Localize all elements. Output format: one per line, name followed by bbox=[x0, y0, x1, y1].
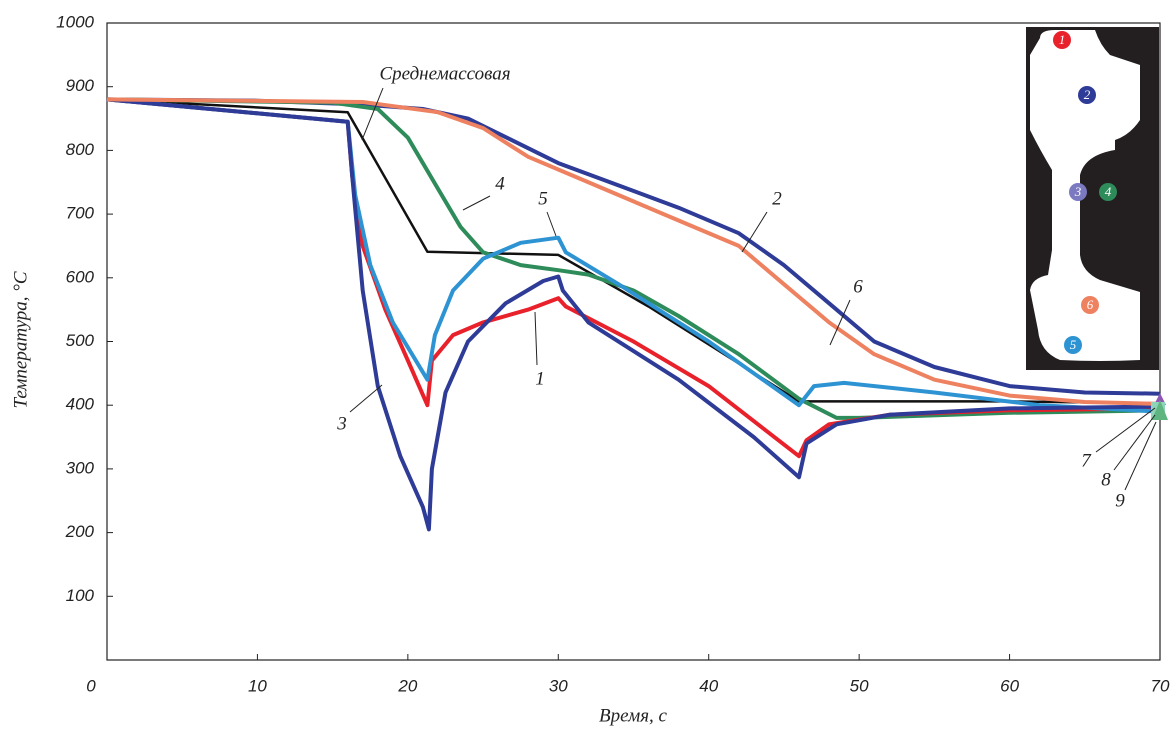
x-axis-label: Время, с bbox=[599, 705, 668, 726]
inset-dot bbox=[1064, 336, 1082, 354]
inset-dot-label: 6 bbox=[1087, 297, 1094, 312]
series-line bbox=[106, 97, 1161, 406]
label-leader bbox=[349, 384, 383, 413]
y-axis-label: Температура, °C bbox=[10, 271, 31, 408]
series-line bbox=[106, 97, 1161, 532]
x-tick-label: 0 bbox=[86, 676, 96, 695]
y-tick-label: 700 bbox=[66, 204, 95, 223]
curve-label: 5 bbox=[538, 188, 548, 209]
label-leader bbox=[546, 211, 557, 237]
curve-label: 2 bbox=[772, 188, 782, 209]
series-line bbox=[106, 97, 1161, 420]
label-leader bbox=[1124, 421, 1157, 491]
inset-dot bbox=[1081, 296, 1099, 314]
inset-dot bbox=[1069, 183, 1087, 201]
inset-dot-label: 4 bbox=[1105, 184, 1112, 199]
label-leader bbox=[829, 299, 851, 346]
rail-profile bbox=[1030, 30, 1140, 361]
y-tick-label: 500 bbox=[66, 331, 95, 350]
curve-label: 3 bbox=[336, 413, 347, 434]
label-leader bbox=[534, 311, 538, 366]
y-tick-label: 100 bbox=[66, 586, 95, 605]
x-tick-label: 10 bbox=[248, 676, 267, 695]
x-tick-label: 40 bbox=[699, 676, 718, 695]
x-tick-label: 60 bbox=[1000, 676, 1019, 695]
annotation: 9 bbox=[1115, 490, 1125, 511]
curve-label: 6 bbox=[853, 276, 863, 297]
inset-dot bbox=[1099, 183, 1117, 201]
y-tick-label: 300 bbox=[66, 458, 95, 477]
y-tick-label: 1000 bbox=[56, 12, 94, 31]
inset-dot bbox=[1053, 31, 1071, 49]
annotation: 7 bbox=[1081, 450, 1092, 471]
label-leader bbox=[361, 87, 384, 141]
curve-label: 4 bbox=[495, 173, 505, 194]
series-line bbox=[106, 97, 1161, 459]
curve-label: 1 bbox=[535, 368, 545, 389]
y-tick-label: 900 bbox=[66, 76, 95, 95]
label-leader bbox=[1095, 407, 1156, 453]
inset-dot-label: 5 bbox=[1070, 337, 1077, 352]
label-leader bbox=[1113, 414, 1156, 471]
x-tick-label: 20 bbox=[397, 676, 417, 695]
inset-dot-label: 2 bbox=[1084, 87, 1091, 102]
y-tick-label: 600 bbox=[66, 267, 95, 286]
x-tick-label: 30 bbox=[549, 676, 568, 695]
inset-dot-label: 1 bbox=[1059, 32, 1066, 47]
y-tick-label: 200 bbox=[65, 522, 95, 541]
y-tick-label: 800 bbox=[66, 140, 95, 159]
series-line bbox=[106, 98, 1161, 405]
annotation: 8 bbox=[1101, 469, 1111, 490]
curve-label: Среднемассовая bbox=[379, 63, 510, 84]
x-tick-label: 50 bbox=[850, 676, 869, 695]
end-marker bbox=[1152, 400, 1168, 420]
inset-dot bbox=[1078, 86, 1096, 104]
label-leader bbox=[741, 211, 768, 253]
x-tick-label: 70 bbox=[1151, 676, 1170, 695]
y-tick-label: 400 bbox=[66, 395, 95, 414]
inset-dot-label: 3 bbox=[1074, 184, 1082, 199]
label-leader bbox=[462, 195, 491, 211]
inset: 1 2 3 4 5 6 bbox=[1026, 27, 1159, 370]
series-line bbox=[106, 97, 1161, 414]
